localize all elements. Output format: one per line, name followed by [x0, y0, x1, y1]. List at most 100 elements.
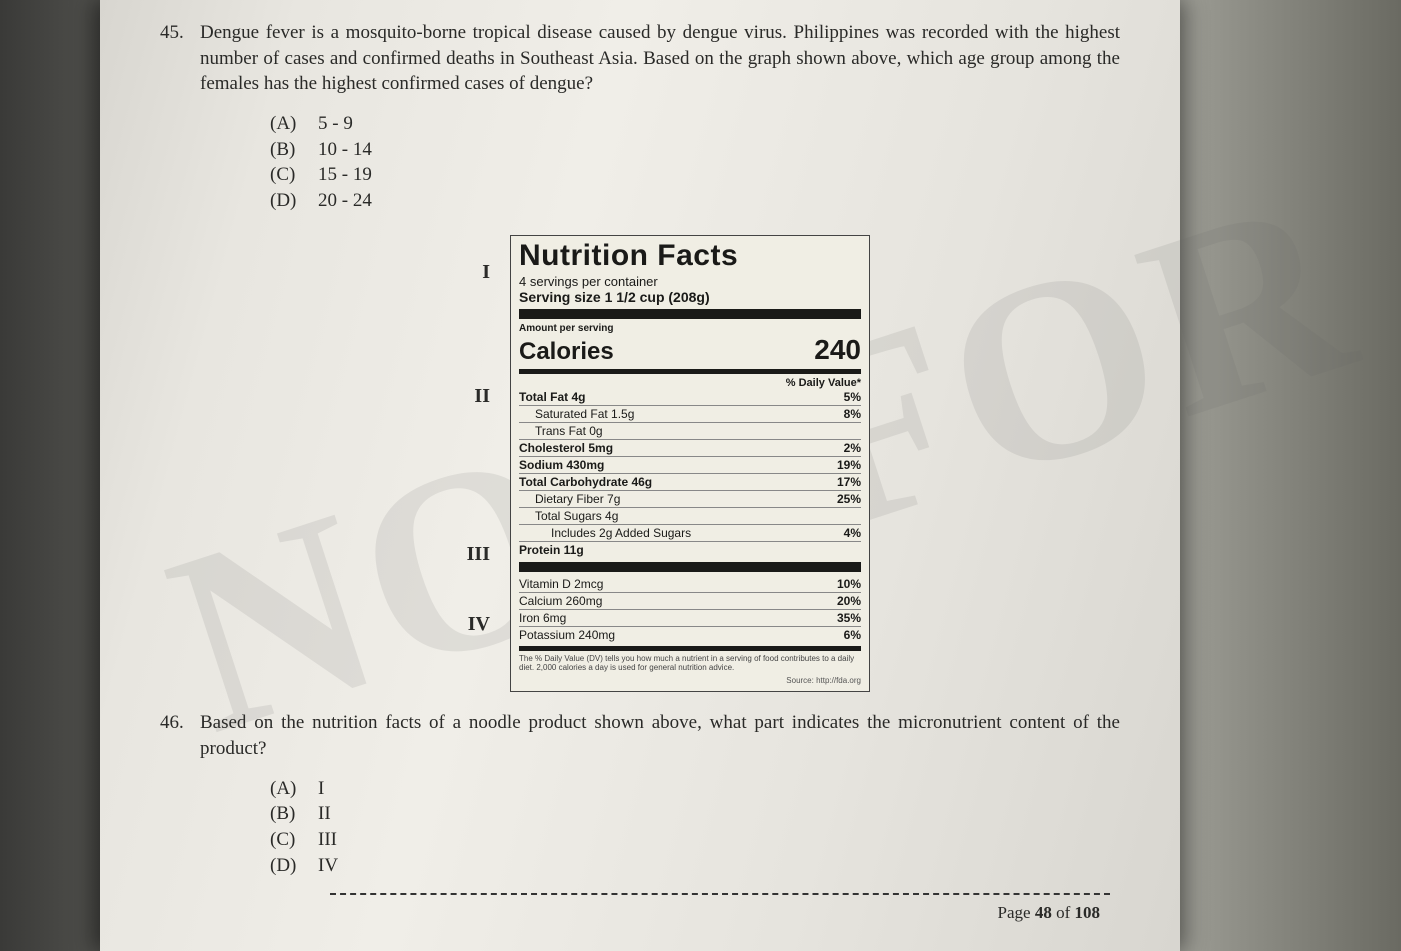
- nl-micros: Vitamin D 2mcg10%Calcium 260mg20%Iron 6m…: [519, 576, 861, 643]
- option-letter: (B): [270, 801, 300, 827]
- nl-serving-size: Serving size 1 1/2 cup (208g): [519, 289, 861, 305]
- option-letter: (C): [270, 162, 300, 188]
- divider-thick: [519, 309, 861, 319]
- option-row: (A) 5 - 9: [270, 111, 1120, 137]
- nutrition-section: IIIIIIIV Nutrition Facts 4 servings per …: [460, 235, 1120, 692]
- nutrition-row-name: Sodium 430mg: [519, 458, 604, 472]
- option-row: (B) II: [270, 801, 1120, 827]
- nutrition-row: Iron 6mg 35%: [519, 609, 861, 626]
- nl-calories-label: Calories: [519, 338, 614, 366]
- nl-calories-value: 240: [814, 334, 861, 366]
- option-letter: (D): [270, 853, 300, 879]
- nutrition-row: Includes 2g Added Sugars 4%: [519, 524, 861, 541]
- nl-title: Nutrition Facts: [519, 240, 861, 272]
- q46-options: (A) I (B) II (C) III(D)IV: [160, 776, 1120, 879]
- divider-med: [519, 646, 861, 651]
- nl-source: Source: http://fda.org: [519, 676, 861, 685]
- nutrition-label: Nutrition Facts 4 servings per container…: [510, 235, 870, 692]
- option-text: I: [318, 776, 324, 802]
- q45-number: 45.: [160, 20, 200, 46]
- option-text: 5 - 9: [318, 111, 353, 137]
- nutrition-row-name: Protein 11g: [519, 543, 584, 557]
- nutrition-row-pct: 19%: [837, 458, 861, 472]
- option-row: (C) 15 - 19: [270, 162, 1120, 188]
- nutrition-row-pct: 2%: [844, 441, 861, 455]
- nutrition-row-pct: 17%: [837, 475, 861, 489]
- nutrition-row: Dietary Fiber 7g 25%: [519, 490, 861, 507]
- page-footer: Page 48 of 108: [998, 903, 1100, 923]
- section-marker: I: [482, 261, 490, 284]
- option-row: (B) 10 - 14: [270, 137, 1120, 163]
- nutrition-row-name: Includes 2g Added Sugars: [519, 526, 691, 540]
- nutrition-row: Calcium 260mg 20%: [519, 592, 861, 609]
- nutrition-row-pct: 4%: [844, 526, 861, 540]
- option-letter: (A): [270, 776, 300, 802]
- nutrition-row-pct: 6%: [844, 628, 861, 642]
- footer-mid: of: [1052, 903, 1075, 922]
- option-text: II: [318, 801, 331, 827]
- section-markers: IIIIIIIV: [460, 235, 490, 655]
- divider-thick: [519, 562, 861, 572]
- nutrition-row: Sodium 430mg 19%: [519, 456, 861, 473]
- question-45: 45. Dengue fever is a mosquito-borne tro…: [160, 20, 1120, 213]
- option-text: III: [318, 827, 337, 853]
- option-letter: (A): [270, 111, 300, 137]
- nl-footnote: The % Daily Value (DV) tells you how muc…: [519, 654, 861, 672]
- nutrition-row: Protein 11g: [519, 541, 861, 558]
- option-row: (C) III: [270, 827, 1120, 853]
- nutrition-row-name: Dietary Fiber 7g: [519, 492, 620, 506]
- nl-servings: 4 servings per container: [519, 274, 861, 289]
- nutrition-row-name: Cholesterol 5mg: [519, 441, 613, 455]
- nutrition-row-pct: 10%: [837, 577, 861, 591]
- nutrition-row-pct: 25%: [837, 492, 861, 506]
- nutrition-row-name: Saturated Fat 1.5g: [519, 407, 634, 421]
- nutrition-row-name: Potassium 240mg: [519, 628, 615, 642]
- q45-body: Dengue fever is a mosquito-borne tropica…: [160, 20, 1120, 97]
- section-marker: III: [467, 543, 490, 566]
- nl-macros: Total Fat 4g 5% Saturated Fat 1.5g 8%Trans …: [519, 389, 861, 558]
- section-marker: II: [474, 385, 490, 408]
- nl-amount-per-serving: Amount per serving: [519, 323, 861, 334]
- nl-dv-header: % Daily Value*: [519, 377, 861, 389]
- option-text: 10 - 14: [318, 137, 372, 163]
- option-row: (D)IV: [270, 853, 1120, 879]
- nutrition-row: Saturated Fat 1.5g 8%: [519, 405, 861, 422]
- nutrition-row: Total Carbohydrate 46g 17%: [519, 473, 861, 490]
- nutrition-row-pct: 35%: [837, 611, 861, 625]
- q46-text: 46. Based on the nutrition facts of a no…: [160, 710, 1120, 761]
- question-46: 46. Based on the nutrition facts of a no…: [160, 710, 1120, 878]
- nutrition-row-pct: 5%: [844, 390, 861, 404]
- footer-current: 48: [1035, 903, 1052, 922]
- nutrition-row-name: Iron 6mg: [519, 611, 566, 625]
- page: NOT FOR S 45. Dengue fever is a mosquito…: [100, 0, 1180, 951]
- nutrition-row-pct: 8%: [844, 407, 861, 421]
- nutrition-row-name: Total Sugars 4g: [519, 509, 618, 523]
- nutrition-row-name: Total Carbohydrate 46g: [519, 475, 652, 489]
- nutrition-row: Potassium 240mg 6%: [519, 626, 861, 643]
- nutrition-row: Total Sugars 4g: [519, 507, 861, 524]
- option-row: (A) I: [270, 776, 1120, 802]
- option-text: 20 - 24: [318, 188, 372, 214]
- nl-calories-row: Calories 240: [519, 334, 861, 366]
- nutrition-row-name: Calcium 260mg: [519, 594, 602, 608]
- option-letter: (B): [270, 137, 300, 163]
- q46-body: Based on the nutrition facts of a noodle…: [160, 710, 1120, 761]
- nutrition-row-name: Total Fat 4g: [519, 390, 585, 404]
- q45-options: (A) 5 - 9 (B) 10 - 14 (C) 15 - 19 (D) 20 - 24: [160, 111, 1120, 214]
- footer-total: 108: [1075, 903, 1101, 922]
- q46-number: 46.: [160, 710, 200, 736]
- nutrition-row: Vitamin D 2mcg 10%: [519, 576, 861, 592]
- option-letter: (D): [270, 188, 300, 214]
- option-letter: (C): [270, 827, 300, 853]
- option-row: (D) 20 - 24: [270, 188, 1120, 214]
- nutrition-row-name: Vitamin D 2mcg: [519, 577, 603, 591]
- footer-prefix: Page: [998, 903, 1035, 922]
- q45-text: 45. Dengue fever is a mosquito-borne tro…: [160, 20, 1120, 97]
- divider-med: [519, 369, 861, 374]
- nutrition-row: Cholesterol 5mg 2%: [519, 439, 861, 456]
- nutrition-row: Total Fat 4g 5%: [519, 389, 861, 405]
- section-marker: IV: [468, 613, 490, 636]
- option-text: 15 - 19: [318, 162, 372, 188]
- nutrition-row: Trans Fat 0g: [519, 422, 861, 439]
- nutrition-row-pct: 20%: [837, 594, 861, 608]
